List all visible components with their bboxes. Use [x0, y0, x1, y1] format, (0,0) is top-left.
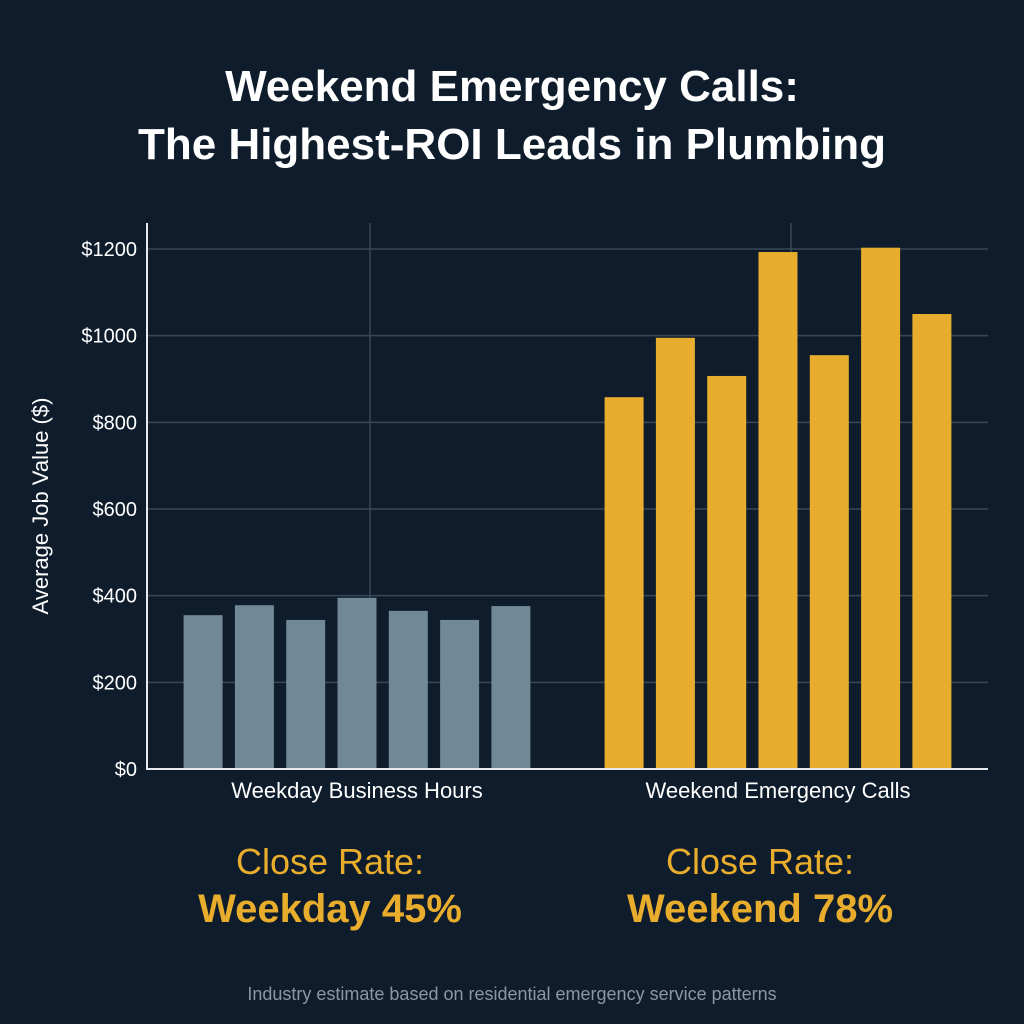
x-category-label: Weekend Emergency Calls — [646, 778, 911, 803]
bar — [604, 397, 644, 769]
bar — [861, 247, 901, 769]
y-tick-label: $200 — [93, 672, 138, 694]
y-tick-label: $400 — [93, 586, 138, 608]
weekday-close-rate: Close Rate: Weekday 45% — [130, 840, 530, 934]
y-tick-label: $1000 — [81, 326, 137, 348]
bar — [707, 375, 747, 769]
bar — [491, 606, 531, 769]
y-tick-label: $0 — [115, 759, 137, 781]
bar — [388, 610, 428, 769]
title-line-2: The Highest-ROI Leads in Plumbing — [137, 120, 887, 169]
y-tick-label: $800 — [93, 412, 138, 434]
x-category-label: Weekday Business Hours — [231, 778, 483, 803]
close-rate-value: Weekend 78% — [626, 887, 894, 931]
bar — [655, 337, 695, 769]
bar — [234, 605, 274, 769]
close-rate-label: Close Rate: — [665, 841, 855, 882]
bar — [758, 252, 798, 770]
y-axis-label: Average Job Value ($) — [28, 398, 53, 615]
y-tick-label: $1200 — [81, 239, 137, 261]
bar — [286, 619, 326, 769]
close-rate-label: Close Rate: — [235, 841, 425, 882]
bar — [440, 619, 480, 769]
bar — [912, 314, 952, 769]
y-tick-label: $600 — [93, 499, 138, 521]
title-line-1: Weekend Emergency Calls: — [225, 62, 799, 111]
close-rate-value: Weekday 45% — [198, 887, 462, 931]
weekend-close-rate: Close Rate: Weekend 78% — [560, 840, 960, 934]
bar — [337, 597, 377, 769]
bar — [809, 355, 849, 769]
bar — [183, 615, 223, 769]
footnote: Industry estimate based on residential e… — [247, 984, 777, 1004]
chart-title: Weekend Emergency Calls: The Highest-ROI… — [0, 58, 1024, 174]
